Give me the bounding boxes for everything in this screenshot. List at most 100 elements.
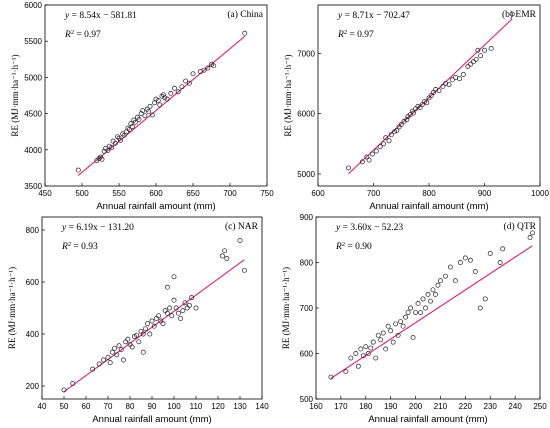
x-tick-label: 80: [126, 402, 135, 411]
data-point: [159, 93, 165, 99]
data-point: [112, 345, 118, 351]
panel-title: (c) NAR: [225, 221, 259, 232]
data-point: [380, 330, 386, 336]
regression-equation: y = 3.60x − 52.23: [335, 223, 403, 233]
data-point: [164, 96, 170, 102]
data-point: [109, 349, 115, 355]
y-axis-label: RE (MJ·mm·ha⁻¹·h⁻¹): [283, 54, 293, 136]
data-point: [118, 347, 124, 353]
data-point: [186, 80, 192, 86]
data-point: [398, 319, 404, 325]
regression-line: [330, 245, 533, 379]
data-point: [405, 310, 411, 315]
panel-2: 600 700 800 900 1000 5000 6000 7000 (b) EMR y = 8…: [283, 4, 549, 212]
data-point: [488, 45, 494, 51]
x-tick-label: 130: [233, 402, 247, 411]
data-point: [366, 157, 372, 163]
data-point: [118, 137, 123, 143]
x-tick-label: 140: [255, 402, 269, 411]
data-point: [428, 298, 433, 304]
data-point: [394, 128, 400, 133]
x-tick-label: 450: [38, 189, 52, 198]
x-tick-label: 700: [223, 189, 237, 198]
data-point: [410, 335, 416, 341]
data-point: [377, 144, 383, 150]
data-point: [358, 346, 364, 352]
data-point: [105, 354, 111, 360]
y-tick-label: 4000: [24, 146, 42, 155]
x-tick-label: 1000: [531, 189, 549, 198]
panel-title: (a) China: [227, 9, 263, 20]
data-point: [175, 310, 181, 316]
data-point: [120, 131, 126, 137]
y-tick-label: 400: [26, 330, 40, 339]
data-point: [172, 85, 177, 91]
data-point: [168, 90, 174, 96]
data-point: [138, 111, 144, 117]
data-point: [157, 102, 163, 108]
data-point: [430, 287, 436, 293]
x-tick-label: 550: [112, 189, 126, 198]
data-point: [61, 387, 67, 393]
data-point: [353, 351, 359, 356]
data-point: [343, 369, 349, 375]
data-point: [365, 351, 371, 356]
y-tick-label: 800: [26, 226, 40, 235]
data-point: [418, 310, 423, 315]
data-point: [393, 321, 399, 327]
data-point: [437, 278, 443, 284]
data-point: [472, 269, 478, 275]
data-point: [128, 121, 134, 127]
x-tick-label: 220: [459, 402, 473, 411]
data-point: [179, 84, 185, 90]
data-point: [160, 92, 166, 98]
data-point: [487, 250, 493, 256]
x-tick-label: 230: [484, 402, 498, 411]
data-point: [385, 323, 391, 329]
data-point: [107, 360, 113, 366]
data-point: [436, 88, 442, 94]
data-point: [186, 302, 192, 308]
y-tick-label: 5000: [24, 73, 42, 82]
data-point: [149, 112, 155, 118]
data-point: [149, 318, 155, 324]
data-point: [90, 366, 96, 372]
data-point: [147, 331, 153, 337]
x-tick-label: 40: [38, 402, 47, 411]
x-tick-label: 650: [186, 189, 200, 198]
data-point: [509, 11, 515, 17]
data-point: [411, 110, 416, 116]
data-point: [383, 135, 389, 141]
data-point: [132, 119, 138, 125]
panel-title: (d) QTR: [504, 221, 537, 232]
x-tick-label: 250: [533, 402, 547, 411]
data-point: [527, 235, 533, 240]
data-point: [435, 282, 441, 288]
regression-line: [63, 259, 245, 393]
data-point: [138, 328, 144, 334]
data-point: [360, 353, 366, 359]
x-axis-label: Annual rainfall amount (mm): [96, 201, 215, 212]
panel-4: 160 170 180 190 200 210 220 230 240 250 500 600 700 8…: [281, 213, 547, 425]
data-point: [126, 127, 132, 132]
data-point: [462, 255, 468, 261]
data-point: [146, 108, 152, 114]
regression-equation: y = 8.71x − 702.47: [337, 11, 410, 21]
data-point: [162, 308, 168, 314]
x-axis-label: Annual rainfall amount (mm): [368, 414, 487, 425]
data-point: [346, 165, 351, 171]
data-point: [363, 344, 369, 350]
data-point: [415, 301, 421, 306]
x-tick-label: 240: [508, 402, 522, 411]
data-point: [193, 305, 199, 311]
r-squared: R2 = 0.90: [335, 241, 372, 253]
data-point: [465, 64, 471, 69]
data-point: [420, 296, 426, 302]
x-tick-label: 50: [60, 402, 69, 411]
data-point: [433, 87, 439, 92]
data-point: [370, 339, 376, 345]
data-point: [473, 56, 479, 62]
x-tick-label: 170: [334, 402, 348, 411]
data-point: [355, 363, 361, 369]
x-tick-label: 750: [260, 189, 274, 198]
